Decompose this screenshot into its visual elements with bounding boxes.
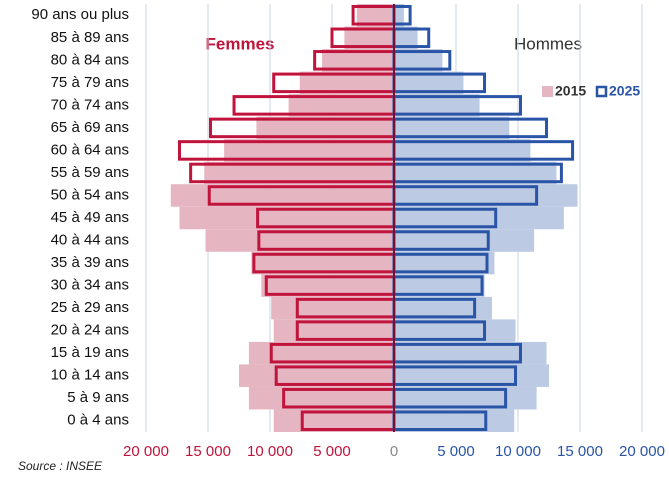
bar-femmes: [261, 274, 394, 297]
bar-femmes: [248, 341, 394, 365]
category-label: 75 à 79 ans: [51, 74, 129, 91]
category-label: 45 à 49 ans: [51, 209, 129, 226]
bar-femmes: [273, 409, 394, 432]
bar-femmes: [322, 49, 394, 72]
bar-femmes: [224, 139, 394, 162]
side-label-hommes: Hommes: [514, 34, 582, 53]
bar-femmes: [256, 116, 394, 140]
bar-hommes: [394, 251, 495, 275]
bar-femmes: [344, 26, 394, 50]
category-label: 80 à 84 ans: [51, 51, 129, 68]
bar-hommes: [394, 71, 464, 95]
bar-hommes: [394, 26, 418, 50]
category-label: 30 à 34 ans: [51, 277, 129, 294]
side-label-femmes: Femmes: [206, 34, 275, 53]
category-label: 25 à 29 ans: [51, 299, 129, 316]
category-label: 85 à 89 ans: [51, 29, 129, 46]
category-label: 0 à 4 ans: [67, 412, 129, 429]
legend-swatch: [595, 85, 608, 98]
legend-swatch: [542, 86, 553, 97]
bar-femmes: [299, 71, 394, 95]
bar-femmes: [205, 229, 394, 252]
x-tick-label: 15 000: [557, 443, 603, 460]
category-label: 15 à 19 ans: [51, 344, 129, 361]
bar-hommes: [394, 206, 564, 230]
bar-hommes: [394, 274, 485, 297]
x-tick-label: 20 000: [123, 443, 169, 460]
bar-hommes: [394, 386, 537, 410]
category-label: 90 ans ou plus: [31, 6, 129, 23]
bar-hommes: [394, 409, 515, 432]
category-label: 65 à 69 ans: [51, 119, 129, 136]
x-tick-label: 10 000: [247, 443, 293, 460]
bar-hommes: [394, 364, 549, 387]
legend-label: 2015: [555, 83, 586, 99]
bar-femmes: [248, 386, 394, 410]
bar-femmes: [239, 364, 394, 387]
bar-hommes: [394, 49, 443, 72]
category-label: 35 à 39 ans: [51, 254, 129, 271]
x-tick-label: 20 000: [619, 443, 665, 460]
category-label: 10 à 14 ans: [51, 367, 129, 384]
x-tick-label: 10 000: [495, 443, 541, 460]
source: Source : INSEE: [18, 459, 103, 473]
bar-hommes: [394, 229, 535, 252]
x-tick-label: 5 000: [313, 443, 351, 460]
bar-hommes: [394, 116, 510, 140]
x-tick-label: 5 000: [437, 443, 475, 460]
category-label: 20 à 24 ans: [51, 322, 129, 339]
bar-femmes: [288, 94, 394, 117]
category-label: 60 à 64 ans: [51, 141, 129, 158]
bar-femmes: [273, 319, 394, 342]
category-label: 50 à 54 ans: [51, 186, 129, 203]
category-label: 40 à 44 ans: [51, 231, 129, 248]
bar-hommes: [394, 161, 557, 185]
bar-hommes: [394, 4, 404, 27]
bar-hommes: [394, 341, 547, 365]
category-label: 5 à 9 ans: [67, 389, 129, 406]
x-tick-label: 0: [390, 443, 398, 460]
bar-hommes: [394, 184, 578, 207]
category-label: 55 à 59 ans: [51, 164, 129, 181]
x-tick-label: 15 000: [185, 443, 231, 460]
bar-femmes: [356, 4, 394, 27]
bar-femmes: [179, 206, 394, 230]
bar-femmes: [170, 184, 394, 207]
bar-hommes: [394, 139, 531, 162]
bar-femmes: [271, 296, 394, 320]
category-label: 70 à 74 ans: [51, 96, 129, 113]
bar-hommes: [394, 94, 480, 117]
legend-label: 2025: [609, 83, 640, 99]
bar-femmes: [204, 161, 394, 185]
bar-femmes: [251, 251, 394, 275]
bar-hommes: [394, 296, 492, 320]
